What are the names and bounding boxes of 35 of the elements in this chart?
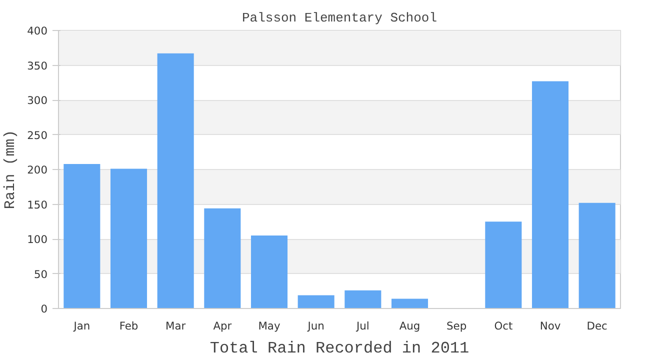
x-tick-label: Dec xyxy=(586,320,608,332)
bar xyxy=(344,290,382,308)
bar xyxy=(157,53,194,308)
y-tick-label: 100 xyxy=(27,233,48,246)
bar xyxy=(391,298,428,308)
x-tick-label: Aug xyxy=(399,320,420,332)
x-tick-label: Mar xyxy=(166,320,186,332)
x-tick-label: Oct xyxy=(494,320,513,332)
bar xyxy=(532,81,569,308)
bar xyxy=(485,222,522,308)
x-tick-label: Jun xyxy=(306,320,324,332)
x-axis-title: Total Rain Recorded in 2011 xyxy=(210,340,470,358)
bar xyxy=(298,295,334,308)
bar xyxy=(204,208,241,308)
x-tick-label: Nov xyxy=(540,320,561,332)
y-tick-label: 250 xyxy=(27,128,48,142)
y-axis-title: Rain (mm) xyxy=(3,130,20,210)
y-tick-label: 0 xyxy=(40,302,48,316)
bar xyxy=(64,164,100,308)
y-tick-label: 150 xyxy=(27,198,48,212)
x-tick-label: Jul xyxy=(355,320,370,332)
bar xyxy=(250,236,288,308)
bar xyxy=(578,202,616,308)
x-tick-label: Jan xyxy=(72,320,90,332)
y-tick-label: 300 xyxy=(27,94,48,107)
x-tick-label: Sep xyxy=(446,320,467,332)
x-tick-label: May xyxy=(258,320,280,332)
y-tick-label: 200 xyxy=(27,164,48,176)
x-tick-label: Feb xyxy=(119,320,138,332)
y-tick-label: 400 xyxy=(27,24,48,38)
y-tick-label: 350 xyxy=(27,59,48,72)
y-tick-label: 50 xyxy=(34,268,48,281)
bar xyxy=(110,168,148,308)
x-tick-label: Apr xyxy=(213,320,232,332)
chart-title: Palsson Elementary School xyxy=(242,10,438,26)
